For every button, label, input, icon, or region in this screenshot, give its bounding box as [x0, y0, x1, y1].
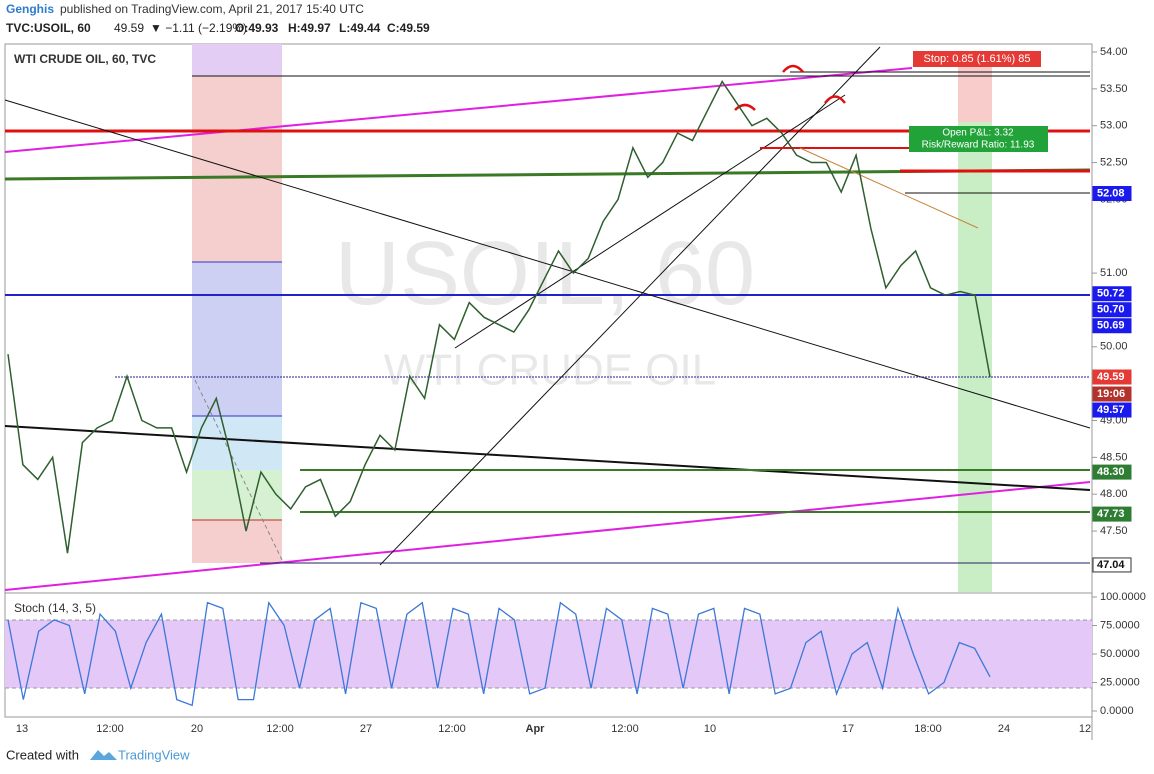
time-label: 12:00: [611, 723, 639, 735]
price-tag-label: 50.70: [1097, 304, 1125, 316]
open: O:49.93: [235, 21, 279, 35]
stoch-tick-label: 100.0000: [1100, 591, 1146, 603]
time-label: 27: [360, 723, 372, 735]
rr-label: Risk/Reward Ratio: 11.93: [922, 140, 1035, 151]
price-tick-label: 48.00: [1100, 488, 1128, 500]
created: Created with: [6, 747, 79, 762]
path: [194, 379, 283, 561]
zone: [192, 416, 282, 470]
low: L:49.44: [339, 21, 381, 35]
price-tick-label: 51.00: [1100, 267, 1128, 279]
zone: [192, 76, 282, 262]
stoch-tick-label: 25.0000: [1100, 676, 1140, 688]
price-line: [7, 79, 991, 554]
stop-box: [913, 51, 1041, 67]
head-shoulders: [734, 64, 846, 111]
price-tick-label: 53.50: [1100, 83, 1128, 95]
change: ▼ −1.11 (−2.19%): [150, 21, 247, 35]
trend-line: [4, 425, 1091, 491]
price-tick-label: 47.50: [1100, 525, 1128, 537]
watermark-sub: WTI CRUDE OIL: [384, 346, 716, 395]
time-label: 12:00: [266, 723, 294, 735]
price-tick-label: 54.00: [1100, 46, 1128, 58]
price-tag-label: 47.73: [1097, 508, 1125, 520]
trend-line: [4, 67, 913, 153]
price-tag: [1092, 402, 1132, 418]
pnl-box: [909, 126, 1048, 152]
channel: [379, 46, 881, 566]
stoch-tick-label: 50.0000: [1100, 648, 1140, 660]
stoch-tick-label: 75.0000: [1100, 619, 1140, 631]
price-tag-label: 52.08: [1097, 187, 1125, 199]
price-tag-label: 47.04: [1097, 559, 1125, 571]
logo: [90, 750, 117, 760]
stoch-tick-label: 0.0000: [1100, 705, 1134, 717]
published: published on TradingView.com, April 21, …: [60, 2, 364, 16]
zone: [192, 44, 282, 76]
time-label: 12:00: [96, 723, 124, 735]
zone: [192, 470, 282, 520]
time-label: 13: [16, 723, 28, 735]
legend: WTI CRUDE OIL, 60, TVC: [14, 52, 156, 66]
pnl-label: Open P&L: 3.32: [942, 128, 1014, 139]
price-tag-label: 49.57: [1097, 404, 1125, 416]
price-tag-label: 49.59: [1097, 371, 1125, 383]
price-tag: [1092, 506, 1132, 522]
time-label: Apr: [526, 723, 546, 735]
price-tick-label: 48.50: [1100, 451, 1128, 463]
time-label: 17: [842, 723, 854, 735]
stoch-band: [5, 620, 1092, 688]
price-tag: [1092, 464, 1132, 480]
high: H:49.97: [288, 21, 331, 35]
symbol: TVC:USOIL, 60: [6, 21, 91, 35]
price-tag: [1092, 386, 1132, 402]
trend-line: [4, 481, 1091, 591]
price-tag: [1092, 186, 1132, 202]
price-tag-label: 50.69: [1097, 320, 1125, 332]
stop-zone: [958, 60, 992, 122]
stoch-label: Stoch (14, 3, 5): [14, 601, 96, 615]
price-tag: [1092, 318, 1132, 334]
price-tick-label: 52.50: [1100, 156, 1128, 168]
stoch-k: [7, 600, 991, 707]
time-label: 24: [998, 723, 1010, 735]
time-label: 10: [704, 723, 716, 735]
zone: [192, 262, 282, 416]
price-tag: [1092, 302, 1132, 318]
last: 49.59: [114, 21, 144, 35]
trend-line: [799, 147, 979, 229]
stop-label: Stop: 0.85 (1.61%) 85: [923, 53, 1030, 65]
price-tag: [1092, 557, 1132, 573]
time-label: 12:00: [438, 723, 466, 735]
price-tag-label: 50.72: [1097, 288, 1125, 300]
price-tag: [1092, 369, 1132, 385]
close: C:49.59: [387, 21, 430, 35]
price-tag-label: 48.30: [1097, 466, 1125, 478]
price-tag: [1092, 286, 1132, 302]
price-tick-label: 50.00: [1100, 341, 1128, 353]
price-tag-label: 19:06: [1097, 388, 1125, 400]
zone: [192, 520, 282, 563]
time-label: 20: [191, 723, 203, 735]
time-label: 12: [1079, 723, 1091, 735]
watermark: USOIL, 60: [335, 224, 755, 324]
author[interactable]: Genghis: [6, 2, 54, 16]
trend-line: [4, 99, 1091, 429]
time-label: 18:00: [914, 723, 942, 735]
brand[interactable]: TradingView: [118, 747, 190, 762]
channel: [454, 94, 846, 349]
price-tick-label: 53.00: [1100, 120, 1128, 132]
